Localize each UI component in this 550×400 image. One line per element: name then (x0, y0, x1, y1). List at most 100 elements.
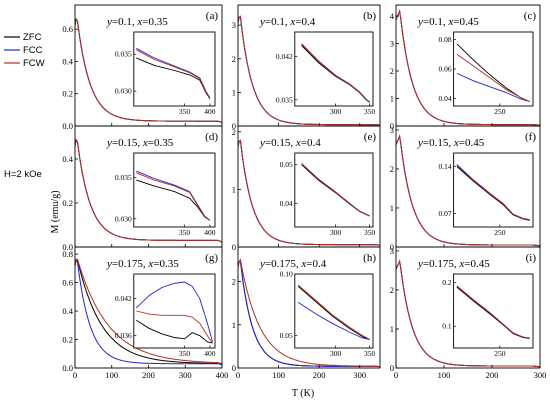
panel-g-series-fcc (75, 258, 222, 366)
panel-e-letter: (e) (364, 131, 377, 143)
panel-a-ytick-label: 0.4 (62, 56, 73, 66)
panel-c-inset-xtick-label: 250 (494, 107, 506, 116)
panel-e-inset: 0.04 0.05 300 350 (280, 152, 376, 237)
panel-i-xtick-label: 0 (394, 370, 398, 380)
panel-h-frame (237, 246, 381, 369)
panel-i-ytick-label: 0 (390, 363, 394, 373)
panel-d-ytick-label: 0.0 (62, 242, 73, 252)
panel-a-inset-xtick-label: 400 (204, 107, 216, 116)
panel-a-inset-series-fcw (136, 49, 211, 99)
panel-g-series-zfc (75, 259, 222, 365)
panel-f-ytick-label: 0 (390, 242, 394, 252)
panel-g-inset-ytick-label: 0.036 (115, 331, 132, 340)
panel-h-letter: (h) (363, 252, 376, 264)
legend-label-fcc: FCC (23, 45, 43, 56)
panel-f-inset: 0.07 0.14 250 (438, 152, 534, 237)
panel-g-xtick-label: 200 (142, 370, 155, 380)
panel-i-frame (395, 246, 541, 369)
panel-h-ytick-label: 1 (232, 320, 236, 330)
panel-c-inset-ytick-label: 0.04 (438, 94, 451, 103)
panel-d-inset-xtick-label: 350 (179, 228, 191, 237)
panel-c-ytick-label: 1 (390, 94, 394, 104)
legend: ZFC FCC FCW (4, 32, 45, 69)
panel-e-inset-xtick-label: 350 (364, 228, 376, 237)
panel-h-xtick-label: 100 (272, 370, 285, 380)
field-label: H=2 kOe (4, 169, 42, 180)
panel-c-inset-series-fcc (456, 72, 530, 103)
panel-d-inset: 0.030 0.035 350 400 (115, 152, 216, 237)
panel-f-inset-ytick-label: 0.07 (438, 209, 451, 218)
panel-a-letter: (a) (206, 10, 219, 22)
panel-g-inset-xtick-label: 350 (179, 349, 191, 358)
panel-b-series-fcw (238, 15, 380, 126)
panel-h-inset: 0.05 0.10 300 350 (280, 270, 376, 359)
panel-g-inset-ytick-label: 0.042 (115, 294, 132, 303)
panel-a-ytick-label: 0.2 (62, 89, 73, 99)
panel-f-ytick-label: 2 (390, 164, 394, 174)
panel-e-inset-xtick-label: 300 (330, 228, 342, 237)
panel-a-ytick-label: 0.6 (62, 24, 73, 34)
panel-h-inset-xtick-label: 300 (330, 349, 342, 358)
panel-g-inset-series-fcc (135, 281, 213, 342)
panel-a-series-fcw (75, 17, 222, 123)
panel-e-inset-ytick-label: 0.05 (280, 160, 293, 169)
panel-h-inset-series-fcw (297, 284, 370, 340)
legend-label-zfc: ZFC (23, 32, 42, 43)
panel-g-ytick-label: 0.8 (62, 249, 73, 259)
panel-a-inset-frame (133, 31, 216, 107)
panel-d-inset-series-zfc (136, 179, 211, 221)
panel-i-inset-ytick-label: 0.2 (442, 278, 452, 287)
panel-g-xtick-label: 400 (216, 370, 229, 380)
panel-h-inset-frame (294, 273, 374, 349)
panel-h-xtick-label: 300 (353, 370, 366, 380)
panel-h-inset-ytick-label: 0.10 (280, 270, 293, 279)
panel-d-ytick-label: 0.4 (62, 154, 73, 164)
panel-f-inset-frame (453, 152, 534, 228)
panel-g-inset-series-zfc (136, 319, 213, 344)
panel-d-inset-series-fcw (136, 172, 211, 221)
panel-i-inset: 0.1 0.2 250 (442, 273, 534, 358)
panel-g-inset-frame (133, 273, 216, 349)
panel-b-ytick-label: 1 (232, 87, 236, 97)
panel-e-inset-series-fcw (301, 163, 370, 217)
panel-b: 0 1 2 3 (b) y=0.1, x=0.4 0.035 0.042 300 350 (232, 4, 381, 131)
panel-g-composition: y=0.175, x=0.35 (106, 258, 179, 270)
panel-d-composition: y=0.15, x=0.35 (106, 137, 174, 149)
panel-i-series-fcw (396, 259, 540, 368)
panel-f-series-fcw (396, 134, 540, 247)
panel-e-inset-ytick-label: 0.04 (280, 199, 293, 208)
panel-e-ytick-label: 1 (232, 184, 236, 194)
panel-d-ytick-label: 0.2 (62, 198, 73, 208)
y-axis-label: M (emu/g) (50, 190, 61, 233)
panel-f: 0 1 2 3 (f) y=0.15, x=0.45 0.07 0.14 250 (390, 125, 541, 252)
panel-i-ytick-label: 2 (390, 285, 394, 295)
panel-b-inset: 0.035 0.042 300 350 (276, 31, 376, 116)
panel-i-inset-ytick-label: 0.1 (442, 322, 452, 331)
panel-f-inset-series-fcw (456, 164, 530, 221)
panel-g-series-fcw (75, 258, 222, 365)
panel-i-inset-frame (453, 273, 534, 349)
panel-g-inset: 0.036 0.042 350 400 (115, 273, 216, 358)
panel-b-ytick-label: 3 (232, 20, 236, 30)
panel-grid: 0.00.20.40.6(a)y=0.1, x=0.350.0300.03535… (62, 4, 547, 380)
panel-g-inset-series-fcw (136, 310, 213, 344)
panel-c-ytick-label: 0 (390, 121, 394, 131)
panel-d-inset-ytick-label: 0.035 (115, 173, 132, 182)
panel-f-ytick-label: 1 (390, 203, 394, 213)
panel-g-xtick-label: 0 (73, 370, 77, 380)
panel-h-ytick-label: 0 (232, 363, 236, 373)
panel-i-xtick-label: 300 (534, 370, 547, 380)
panel-c-letter: (c) (524, 10, 537, 22)
panel-g-ytick-label: 0.0 (62, 363, 73, 373)
panel-c-inset-series-fcw (456, 53, 530, 103)
panel-e-composition: y=0.15, x=0.4 (259, 137, 321, 149)
panel-g: 0.0 0.2 0.4 0.6 0.8 0 100 200 300 400 (g) y=0.175, … (62, 246, 229, 380)
panel-b-inset-xtick-label: 350 (364, 107, 376, 116)
panel-f-inset-ytick-label: 0.14 (438, 162, 451, 171)
panel-h: 0 1 2 0 100 200 300 (h) y=0.175, x=0.4 0.05 0.10 30… (232, 246, 381, 380)
panel-h-inset-series-zfc (297, 285, 370, 340)
panel-i-inset-series-fcw (456, 285, 530, 339)
panel-h-series-fcw (238, 258, 380, 368)
panel-e-inset-frame (294, 152, 374, 228)
